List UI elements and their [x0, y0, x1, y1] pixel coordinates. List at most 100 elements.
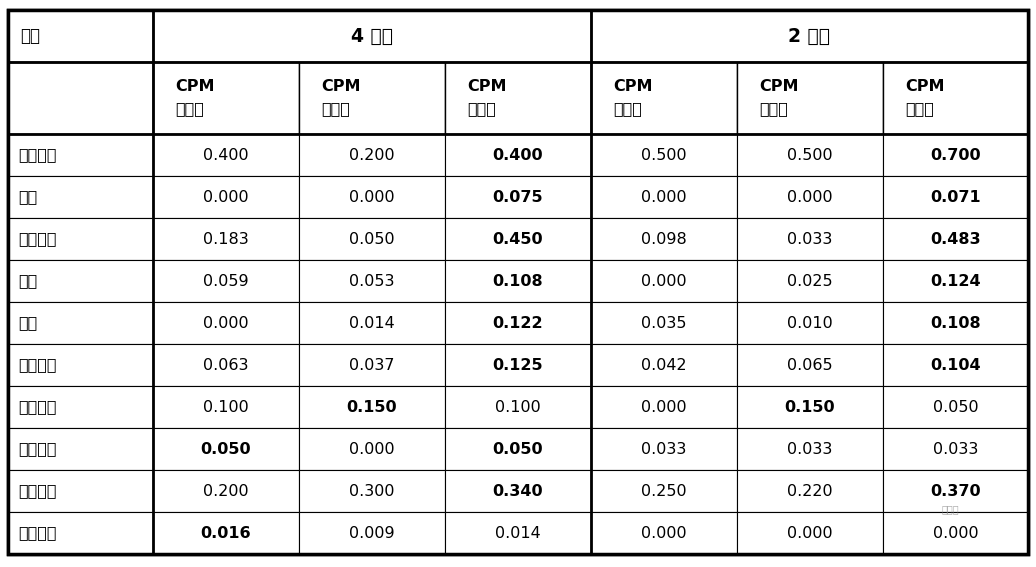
Text: 0.700: 0.700	[930, 147, 981, 163]
Text: 0.025: 0.025	[787, 273, 833, 289]
Text: CPM
（小）: CPM （小）	[613, 79, 653, 117]
Bar	[445, 302, 591, 344]
Text: 0.035: 0.035	[641, 315, 687, 331]
Text: 0.000: 0.000	[641, 526, 687, 540]
Bar	[883, 302, 1028, 344]
Bar	[299, 512, 445, 554]
Bar	[591, 512, 737, 554]
Bar	[591, 260, 737, 302]
Text: 0.150: 0.150	[347, 400, 398, 414]
Bar	[8, 428, 153, 470]
Bar	[299, 302, 445, 344]
Bar	[299, 344, 445, 386]
Bar	[153, 470, 299, 512]
Bar	[445, 260, 591, 302]
Text: 0.053: 0.053	[349, 273, 395, 289]
Text: CPM
（大）: CPM （大）	[905, 79, 945, 117]
Text: 0.033: 0.033	[787, 442, 833, 456]
Text: 0.033: 0.033	[787, 231, 833, 247]
Text: 0.150: 0.150	[784, 400, 835, 414]
Text: 0.000: 0.000	[641, 400, 687, 414]
Bar	[591, 344, 737, 386]
Bar	[883, 260, 1028, 302]
Text: 0.125: 0.125	[493, 358, 543, 373]
Bar	[153, 386, 299, 428]
Text: 0.009: 0.009	[349, 526, 395, 540]
Text: 量子位: 量子位	[941, 504, 958, 514]
Text: 0.500: 0.500	[787, 147, 833, 163]
Bar	[883, 62, 1028, 134]
Bar	[883, 176, 1028, 218]
Bar	[737, 386, 883, 428]
Bar	[737, 62, 883, 134]
Text: 0.000: 0.000	[349, 189, 395, 205]
Text: 0.108: 0.108	[493, 273, 543, 289]
Text: CPM
（大）: CPM （大）	[467, 79, 507, 117]
Bar	[445, 62, 591, 134]
Text: 0.000: 0.000	[641, 189, 687, 205]
Bar	[737, 134, 883, 176]
Bar	[8, 218, 153, 260]
Text: 0.000: 0.000	[787, 189, 833, 205]
Text: 0.100: 0.100	[495, 400, 541, 414]
Bar	[153, 62, 299, 134]
Text: 0.000: 0.000	[932, 526, 978, 540]
Bar	[299, 260, 445, 302]
Text: 0.100: 0.100	[203, 400, 249, 414]
Bar	[8, 176, 153, 218]
Text: 0.033: 0.033	[641, 442, 687, 456]
Bar	[8, 512, 153, 554]
Bar	[153, 10, 591, 62]
Bar	[737, 260, 883, 302]
Bar	[737, 176, 883, 218]
Bar	[883, 218, 1028, 260]
Text: 0.000: 0.000	[787, 526, 833, 540]
Bar	[591, 10, 1028, 62]
Text: 0.050: 0.050	[932, 400, 978, 414]
Text: 0.183: 0.183	[203, 231, 249, 247]
Bar	[737, 470, 883, 512]
Bar	[153, 512, 299, 554]
Bar	[299, 176, 445, 218]
Bar	[445, 218, 591, 260]
Bar	[883, 386, 1028, 428]
Text: 类别: 类别	[20, 27, 40, 45]
Text: 0.050: 0.050	[201, 442, 252, 456]
Bar	[445, 428, 591, 470]
Text: 商品品牌: 商品品牌	[18, 231, 57, 247]
Bar	[445, 470, 591, 512]
Text: 0.050: 0.050	[349, 231, 395, 247]
Bar	[591, 62, 737, 134]
Text: 0.104: 0.104	[930, 358, 981, 373]
Bar	[883, 428, 1028, 470]
Bar	[299, 134, 445, 176]
Text: 0.033: 0.033	[932, 442, 978, 456]
Bar	[445, 344, 591, 386]
Bar	[591, 218, 737, 260]
Text: 0.014: 0.014	[495, 526, 541, 540]
Text: 0.450: 0.450	[493, 231, 543, 247]
Bar	[153, 344, 299, 386]
Bar	[445, 176, 591, 218]
Bar	[153, 260, 299, 302]
Bar	[299, 62, 445, 134]
Bar	[299, 386, 445, 428]
Bar	[445, 134, 591, 176]
Text: 0.014: 0.014	[349, 315, 395, 331]
Text: 释义: 释义	[18, 189, 37, 205]
Text: 0.370: 0.370	[930, 484, 981, 498]
Bar	[883, 512, 1028, 554]
Bar	[299, 470, 445, 512]
Bar	[299, 218, 445, 260]
Text: 主要工艺: 主要工艺	[18, 147, 57, 163]
Bar	[883, 344, 1028, 386]
Text: 0.122: 0.122	[493, 315, 543, 331]
Bar	[153, 176, 299, 218]
Bar	[591, 176, 737, 218]
Text: 0.200: 0.200	[203, 484, 249, 498]
Bar	[883, 470, 1028, 512]
Bar	[883, 134, 1028, 176]
Bar	[591, 134, 737, 176]
Bar	[8, 344, 153, 386]
Text: 0.037: 0.037	[349, 358, 395, 373]
